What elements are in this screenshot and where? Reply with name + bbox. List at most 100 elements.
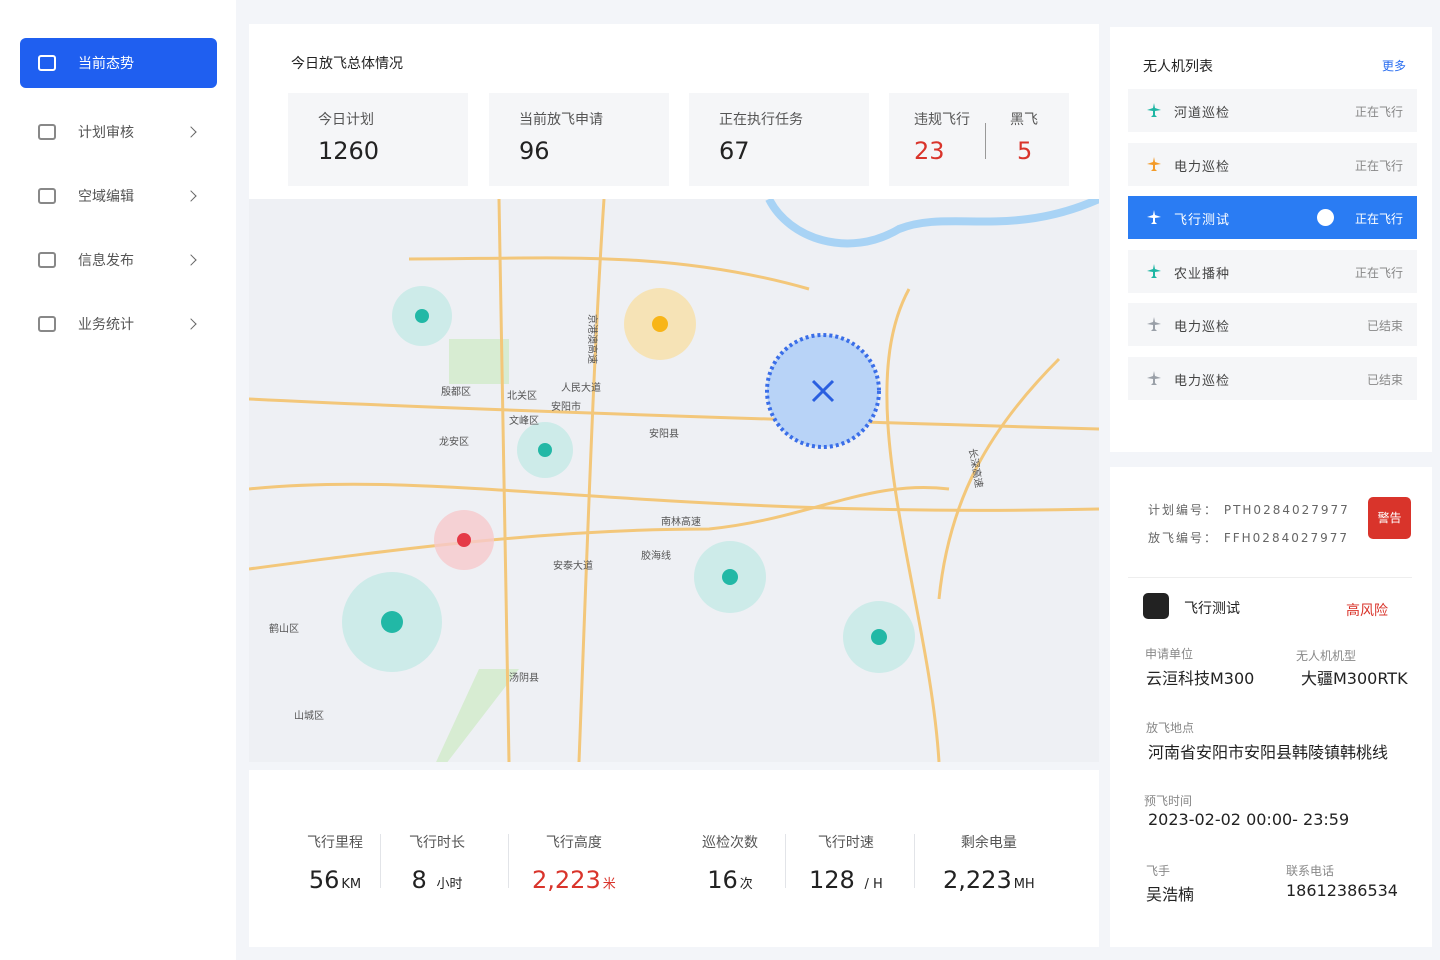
stat-value: 96: [519, 137, 550, 165]
drone-item[interactable]: 电力巡检 正在飞行: [1128, 142, 1417, 186]
stat-label: 当前放飞申请: [519, 112, 603, 128]
nav-label: 当前态势: [78, 56, 134, 72]
map-label: 北关区: [507, 389, 537, 402]
risk: 高风险: [1346, 603, 1388, 619]
stat-label: 飞行里程: [307, 835, 363, 851]
plane-icon: [1147, 103, 1161, 117]
map-label: 文峰区: [509, 414, 539, 427]
stat-value: 56 KM: [307, 866, 363, 894]
card-title: 无人机列表: [1143, 59, 1213, 75]
icon: [38, 55, 56, 71]
roads: [249, 199, 1099, 762]
value: 2,223: [532, 866, 601, 894]
more-link[interactable]: 更多: [1381, 59, 1406, 73]
card-title: 今日放飞总体情况: [291, 56, 403, 72]
stat-label: 正在执行任务: [719, 112, 803, 128]
marker: [381, 611, 403, 633]
nav-label: 信息发布: [78, 253, 134, 269]
plane-icon: [1147, 263, 1161, 278]
value: PTH0284027977: [1223, 503, 1350, 517]
map-label: 殷都区: [441, 386, 471, 398]
drone-status: 正在飞行: [1354, 105, 1403, 119]
map-label: 鹤山区: [269, 622, 299, 635]
label: 放飞编号：: [1148, 531, 1219, 545]
drone-item[interactable]: 河道巡检 正在飞行: [1128, 89, 1417, 132]
unit: 小时: [436, 877, 463, 892]
value: 128: [809, 866, 855, 894]
drone-item[interactable]: 飞行测试 正在飞行: [1128, 196, 1417, 239]
map-label: 汤阴县: [509, 671, 539, 684]
unit: MH: [1013, 877, 1035, 892]
drone-item[interactable]: 电力巡检 已结束: [1128, 303, 1417, 346]
field-value: 大疆M300RTK: [1301, 669, 1408, 688]
flight-stat: 巡检次数 16 次: [702, 832, 758, 894]
drone-item[interactable]: 电力巡检 已结束: [1128, 356, 1417, 400]
stat-label: 黑飞: [1010, 112, 1038, 128]
stat-value: 2,223 MH: [943, 866, 1035, 894]
nav-item[interactable]: 空域编辑: [20, 171, 217, 221]
stat-label: 今日计划: [318, 112, 374, 128]
flight-stats-card: 飞行里程 56 KM 飞行时长 8 小时 飞行高度 2,223 米 巡检次数 16 次 飞行时…: [249, 770, 1099, 947]
overview-card: 今日放飞总体情况 今日计划 1260 当前放飞申请 96 正在执行任务 67 违规飞行…: [249, 24, 1099, 199]
stat-value: 5: [1017, 137, 1033, 165]
nav-item[interactable]: 信息发布: [20, 235, 217, 285]
value: 2,223: [943, 866, 1012, 894]
field-label: 预飞时间: [1144, 794, 1193, 808]
map-label: 安阳县: [649, 427, 679, 440]
unit: 米: [602, 877, 616, 892]
map-label: 京港澳高速: [586, 314, 599, 364]
stat-label: 飞行时速: [817, 835, 874, 851]
stat-value: 2,223 米: [532, 866, 616, 894]
chevron: [185, 254, 197, 266]
nav-item[interactable]: 当前态势: [20, 38, 217, 88]
stat-label: 飞行时长: [409, 835, 465, 851]
marker: [415, 309, 429, 323]
nav-label: 计划审核: [78, 125, 134, 141]
flight-stat: 飞行时速 128 / H: [809, 832, 883, 894]
icon: [38, 316, 56, 332]
stat: 今日计划 1260: [288, 93, 468, 186]
drone-status: 正在飞行: [1354, 265, 1403, 280]
stat-label: 飞行高度: [545, 835, 602, 851]
plane-icon: [1147, 156, 1161, 171]
field-value: 云洹科技M300: [1146, 669, 1255, 688]
drone-item[interactable]: 农业播种 正在飞行: [1128, 249, 1417, 293]
drone-icon: [811, 379, 835, 403]
drone-name: 河道巡检: [1174, 106, 1231, 121]
park: [449, 339, 509, 384]
marker: [457, 533, 471, 547]
nav-item[interactable]: 计划审核: [20, 107, 217, 157]
value: 8: [411, 866, 427, 894]
alert-button[interactable]: 警告: [1368, 497, 1411, 539]
stat: 正在执行任务 67: [689, 93, 869, 186]
divider: [380, 834, 381, 888]
flight-stat: 剩余电量 2,223 MH: [943, 832, 1035, 894]
chevron: [185, 190, 197, 202]
unit: 次: [739, 877, 753, 892]
stat-label: 剩余电量: [960, 835, 1017, 851]
stat: 违规飞行 23 黑飞 5: [889, 93, 1069, 186]
stat-value: 16 次: [702, 866, 758, 894]
nav-item[interactable]: 业务统计: [20, 299, 217, 349]
field-label: 无人机机型: [1296, 649, 1357, 663]
label: 计划编号：: [1148, 503, 1219, 517]
stat-label: 巡检次数: [702, 835, 758, 851]
flight-stat: 飞行里程 56 KM: [307, 832, 363, 894]
app-icon: [1143, 593, 1169, 619]
value: FFH0284027977: [1223, 531, 1350, 545]
field-value: 18612386534: [1286, 881, 1398, 900]
flight-stat: 飞行时长 8 小时: [409, 832, 465, 894]
field-value: 吴浩楠: [1146, 885, 1195, 904]
river: [765, 199, 1099, 248]
divider: [985, 123, 986, 159]
field-label: 联系电话: [1286, 864, 1335, 878]
stat-value: 23: [914, 137, 945, 165]
marker: [538, 443, 552, 457]
plane-icon: [1147, 370, 1161, 385]
drone-status: 已结束: [1366, 319, 1403, 333]
map-label: 安阳市: [551, 400, 581, 413]
nav-label: 空域编辑: [78, 189, 134, 205]
field-label: 飞手: [1146, 864, 1171, 878]
value: 16: [707, 866, 738, 894]
